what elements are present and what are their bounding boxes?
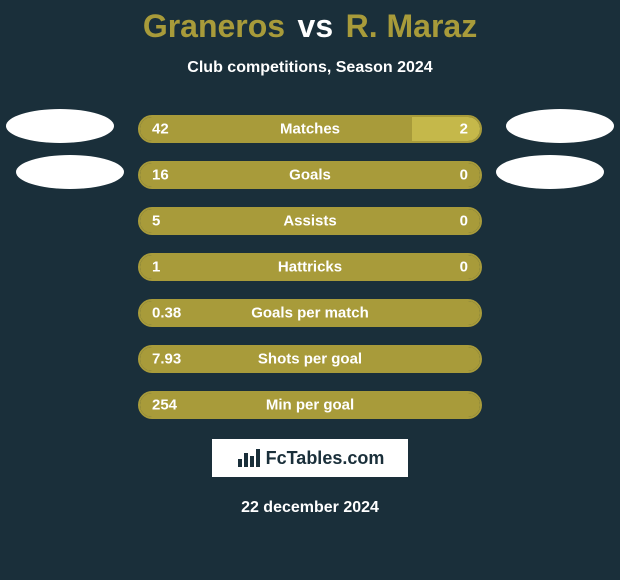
player2-team-placeholder (496, 155, 604, 189)
subtitle: Club competitions, Season 2024 (0, 59, 620, 77)
bar-fill-right (412, 117, 480, 141)
stat-value-left: 16 (152, 167, 169, 184)
vs-separator: vs (298, 8, 334, 44)
stat-value-right: 2 (460, 121, 468, 138)
bar-fill-left (140, 117, 412, 141)
player1-photo-placeholder (6, 109, 114, 143)
page-title: Graneros vs R. Maraz (0, 0, 620, 45)
stat-bar: 0.38 Goals per match (138, 299, 482, 327)
stat-label: Assists (283, 213, 336, 230)
player1-team-placeholder (16, 155, 124, 189)
stat-label: Hattricks (278, 259, 342, 276)
player1-name: Graneros (143, 8, 285, 44)
stat-value-left: 1 (152, 259, 160, 276)
logo-text: FcTables.com (266, 448, 385, 469)
stat-value-left: 42 (152, 121, 169, 138)
player2-name: R. Maraz (346, 8, 478, 44)
player2-photo-placeholder (506, 109, 614, 143)
stat-label: Matches (280, 121, 340, 138)
stat-bar: 1 Hattricks 0 (138, 253, 482, 281)
stat-label: Min per goal (266, 397, 354, 414)
fctables-logo[interactable]: FcTables.com (210, 437, 410, 479)
stat-label: Goals (289, 167, 331, 184)
bar-chart-icon (236, 447, 262, 469)
stat-value-right: 0 (460, 259, 468, 276)
stat-value-right: 0 (460, 167, 468, 184)
comparison-bars: 42 Matches 2 16 Goals 0 5 Assists 0 1 Hattricks 0 0.… (0, 115, 620, 419)
stat-value-left: 5 (152, 213, 160, 230)
stat-label: Shots per goal (258, 351, 362, 368)
stat-value-left: 254 (152, 397, 177, 414)
stat-value-left: 7.93 (152, 351, 181, 368)
stat-bar: 254 Min per goal (138, 391, 482, 419)
stat-bar: 7.93 Shots per goal (138, 345, 482, 373)
stat-bar: 5 Assists 0 (138, 207, 482, 235)
stat-value-left: 0.38 (152, 305, 181, 322)
stat-bar: 16 Goals 0 (138, 161, 482, 189)
stat-bar: 42 Matches 2 (138, 115, 482, 143)
stat-label: Goals per match (251, 305, 369, 322)
stat-value-right: 0 (460, 213, 468, 230)
date-label: 22 december 2024 (0, 499, 620, 517)
